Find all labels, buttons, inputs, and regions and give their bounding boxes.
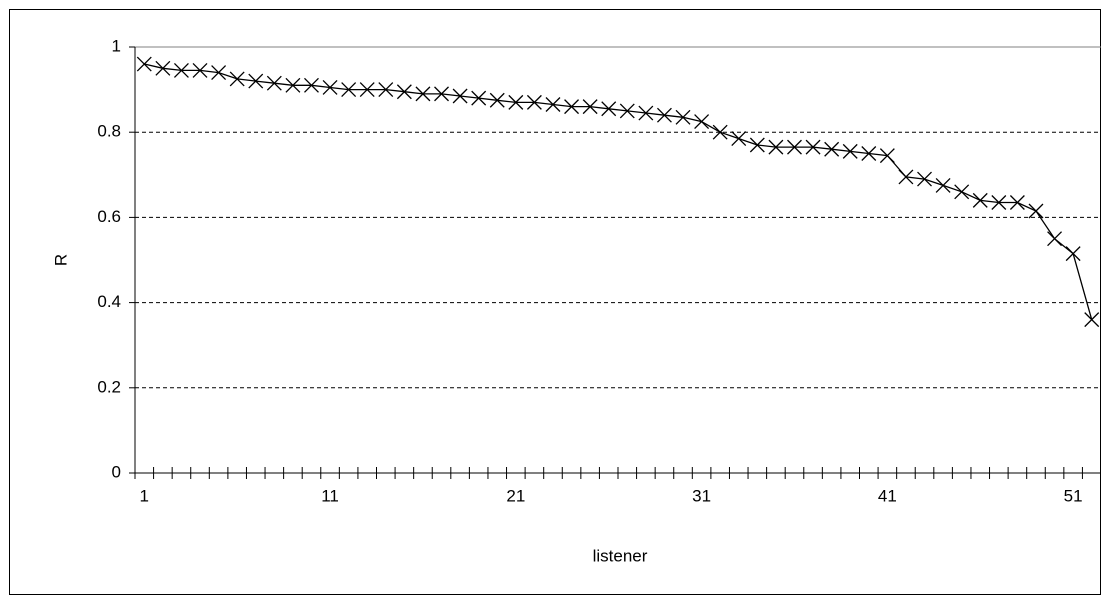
marker <box>378 82 394 98</box>
y-axis-title: R <box>51 254 70 266</box>
marker <box>1009 195 1025 210</box>
marker <box>619 103 635 119</box>
marker <box>489 92 505 108</box>
marker <box>211 65 227 81</box>
y-tick-label: 0.2 <box>97 377 121 396</box>
x-tick-label: 21 <box>506 486 525 505</box>
marker <box>749 137 765 153</box>
marker <box>917 171 932 187</box>
x-axis-title: listener <box>593 546 648 565</box>
marker <box>656 107 672 123</box>
x-tick-label: 41 <box>878 486 897 505</box>
marker <box>285 77 301 93</box>
marker <box>712 124 728 140</box>
marker <box>452 88 468 104</box>
marker <box>694 114 710 130</box>
marker <box>434 86 449 102</box>
marker <box>192 62 208 78</box>
y-tick-label: 0.8 <box>97 122 121 141</box>
marker <box>972 192 988 208</box>
marker <box>1047 231 1063 247</box>
data-line <box>144 63 1093 320</box>
x-tick-label: 11 <box>321 486 339 505</box>
marker <box>805 139 821 155</box>
y-tick-label: 0.4 <box>97 292 121 311</box>
x-tick-label: 51 <box>1064 486 1083 505</box>
marker <box>415 86 431 102</box>
marker <box>136 56 152 72</box>
y-tick-label: 1 <box>112 36 121 55</box>
chart-frame <box>9 9 1101 595</box>
marker <box>155 60 171 76</box>
marker <box>1084 312 1100 328</box>
marker <box>1065 246 1081 262</box>
marker <box>173 62 189 78</box>
marker <box>638 105 654 121</box>
marker <box>601 101 617 117</box>
marker <box>359 82 375 98</box>
marker <box>861 146 877 161</box>
marker <box>396 84 412 100</box>
marker <box>787 139 802 155</box>
marker <box>731 131 747 147</box>
marker <box>471 90 487 106</box>
marker <box>991 195 1007 210</box>
marker <box>1028 203 1044 219</box>
x-tick-label: 1 <box>140 486 149 505</box>
marker <box>898 169 914 185</box>
marker <box>675 109 691 125</box>
marker <box>229 71 245 87</box>
marker <box>879 148 895 164</box>
x-tick-label: 31 <box>692 486 711 505</box>
marker <box>564 99 580 115</box>
y-tick-label: 0 <box>112 462 121 481</box>
marker <box>304 77 319 93</box>
marker <box>341 82 357 98</box>
marker <box>322 80 338 95</box>
marker <box>526 94 542 110</box>
marker <box>508 94 524 110</box>
marker <box>545 97 561 112</box>
marker <box>935 177 951 193</box>
marker <box>842 143 858 159</box>
marker <box>248 73 264 89</box>
marker <box>266 75 282 91</box>
marker <box>954 184 970 200</box>
marker <box>768 139 784 155</box>
marker <box>582 99 598 115</box>
marker <box>824 141 840 157</box>
y-tick-label: 0.6 <box>97 207 121 226</box>
